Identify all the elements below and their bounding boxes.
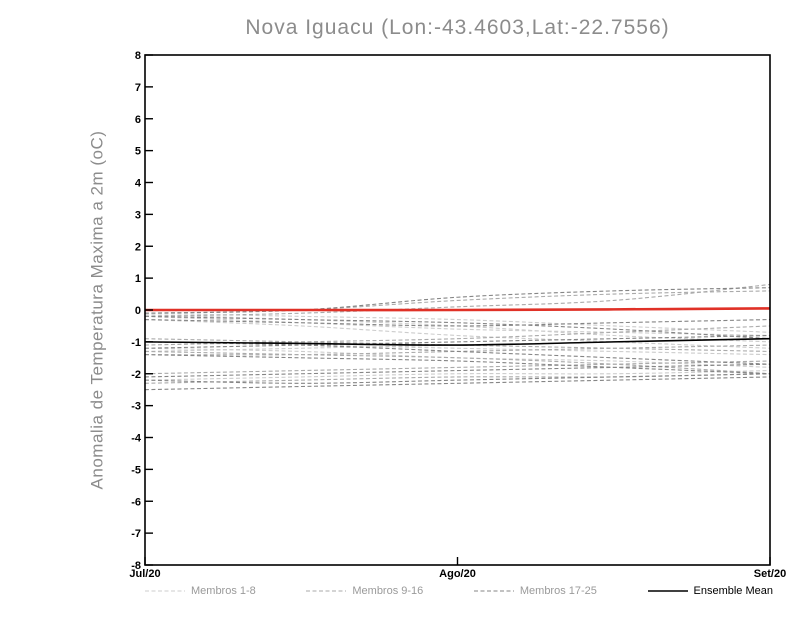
chart-title: Nova Iguacu (Lon:-43.4603,Lat:-22.7556) (245, 16, 670, 39)
y-tick-label: 4 (135, 178, 142, 190)
ensemble-member-line (144, 354, 771, 375)
ensemble-mean-line (144, 337, 771, 346)
ensemble-member-line (144, 341, 771, 356)
legend-line-sample (306, 590, 347, 592)
y-tick-label: 3 (135, 209, 141, 221)
y-tick-label: -5 (131, 464, 141, 476)
y-tick-label: -2 (131, 369, 141, 381)
ensemble-member-line (144, 350, 771, 375)
ensemble-member-line (144, 370, 771, 381)
ensemble-member-line (144, 325, 771, 346)
legend-item: Membros 17-25 (473, 585, 597, 597)
legend-label: Membros 1-8 (191, 585, 256, 597)
x-tick-label: Jul/20 (129, 568, 160, 580)
x-tick-label: Ago/20 (439, 568, 476, 580)
legend-label: Membros 9-16 (352, 585, 424, 597)
ensemble-member-line (144, 373, 771, 384)
legend-item: Membros 1-8 (145, 585, 256, 597)
y-tick-label: 2 (135, 241, 141, 253)
legend-line-sample (647, 590, 688, 592)
chart-legend: Membros 1-8 Membros 9-16 Membros 17-25 Ense… (145, 585, 773, 597)
y-tick-label: 5 (135, 146, 141, 158)
ensemble-member-line (144, 363, 771, 378)
ensemble-member-line (144, 290, 771, 314)
legend-label: Membros 17-25 (519, 585, 597, 597)
y-tick-label: -1 (131, 337, 141, 349)
legend-line-sample (473, 590, 514, 592)
ensemble-member-line (144, 314, 771, 343)
y-tick-label: 8 (135, 50, 141, 62)
y-tick-label: 1 (135, 273, 141, 285)
ensemble-member-line (144, 319, 771, 349)
ensemble-member-line (144, 341, 771, 365)
legend-label: Ensemble Mean (693, 585, 774, 597)
ensemble-member-line (144, 315, 771, 337)
y-tick-label: 7 (135, 82, 141, 94)
ensemble-member-line (144, 319, 771, 327)
ensemble-member-line (144, 312, 771, 333)
legend-item: Membros 9-16 (306, 585, 423, 597)
legend-item: Ensemble Mean (647, 585, 774, 597)
y-tick-label: -6 (131, 496, 141, 508)
y-tick-label: -3 (131, 401, 141, 413)
y-tick-label: -7 (131, 528, 141, 540)
reference-line (145, 307, 771, 312)
y-tick-label: 6 (135, 114, 141, 126)
x-tick-label: Set/20 (754, 568, 786, 580)
y-tick-label: -8 (131, 560, 141, 572)
ensemble-member-line (144, 287, 771, 314)
ensemble-member-line (144, 283, 771, 317)
legend-line-sample (145, 590, 185, 592)
y-tick-label: -4 (131, 433, 142, 445)
ensemble-member-line (144, 376, 771, 391)
y-tick-label: 0 (135, 305, 141, 317)
ensemble-member-line (144, 360, 771, 375)
ensemble-member-line (144, 334, 771, 349)
ensemble-member-line (144, 315, 771, 340)
